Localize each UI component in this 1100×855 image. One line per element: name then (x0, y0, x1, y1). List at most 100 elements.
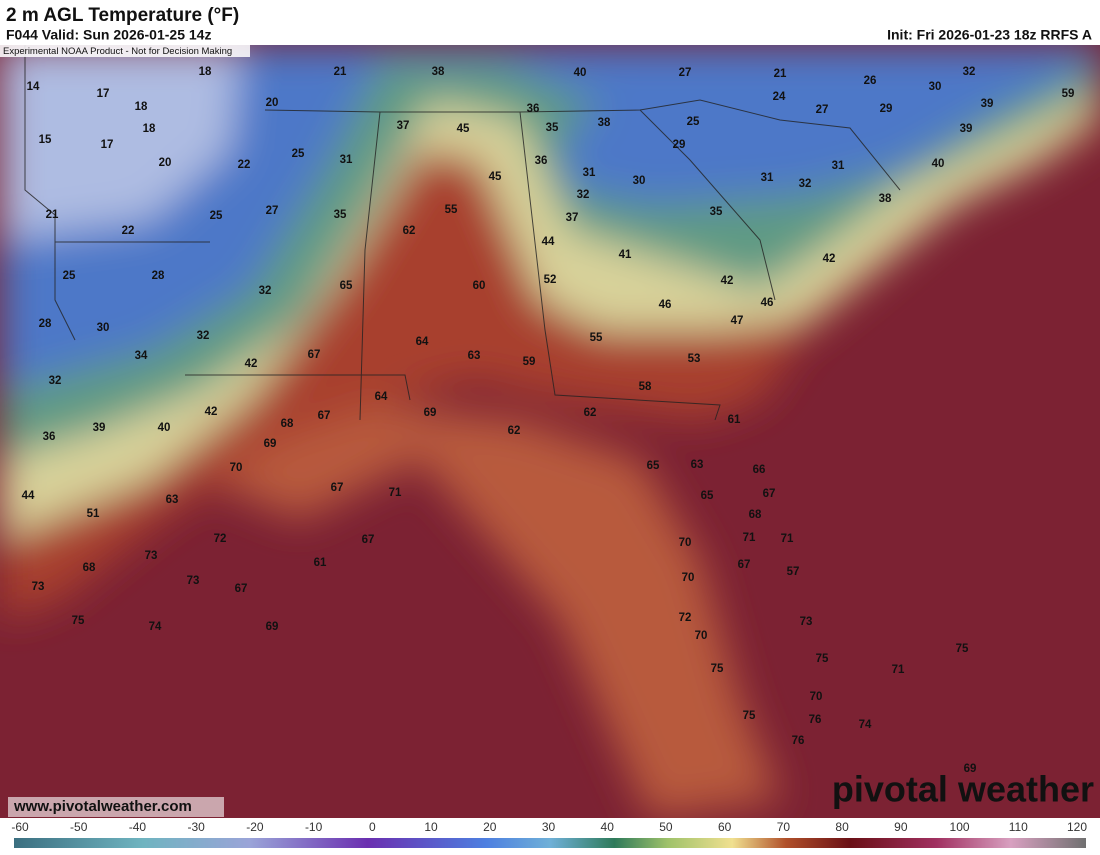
station-temperature: 69 (266, 621, 279, 633)
station-temperature: 34 (135, 350, 148, 362)
station-temperature: 75 (956, 643, 969, 655)
station-temperature: 14 (27, 81, 40, 93)
station-temperature: 31 (340, 154, 353, 166)
station-temperature: 28 (39, 318, 52, 330)
colorbar-tick-label: -60 (11, 820, 29, 834)
station-temperature: 42 (823, 253, 836, 265)
station-temperature: 22 (122, 225, 135, 237)
station-temperature: 15 (39, 134, 52, 146)
station-temperature: 64 (375, 391, 388, 403)
station-temperature: 18 (143, 123, 156, 135)
station-temperature: 27 (266, 205, 279, 217)
station-temperature: 69 (264, 438, 277, 450)
station-temperature: 70 (810, 691, 823, 703)
station-temperature: 75 (711, 663, 724, 675)
map-title: 2 m AGL Temperature (°F) (6, 5, 239, 26)
valid-time: F044 Valid: Sun 2026-01-25 14z (6, 27, 211, 43)
colorbar-tick-label: 40 (601, 820, 615, 834)
colorbar-tick-label: 50 (659, 820, 673, 834)
station-temperature: 40 (574, 67, 587, 79)
station-temperature: 44 (542, 236, 555, 248)
station-temperature: 70 (679, 537, 692, 549)
station-temperature: 75 (743, 710, 756, 722)
station-temperature: 63 (691, 459, 704, 471)
station-temperature: 67 (738, 559, 751, 571)
station-temperature: 31 (761, 172, 774, 184)
station-temperature: 71 (892, 664, 905, 676)
station-temperature: 63 (468, 350, 481, 362)
station-temperature: 32 (49, 375, 62, 387)
station-temperature: 53 (688, 353, 701, 365)
station-temperature: 40 (932, 158, 945, 170)
station-temperature: 65 (647, 460, 660, 472)
station-temperature: 65 (701, 490, 714, 502)
station-temperature: 38 (879, 193, 892, 205)
colorbar-tick-label: 100 (950, 820, 970, 834)
station-temperature: 37 (397, 120, 410, 132)
station-temperature: 18 (199, 66, 212, 78)
station-temperature: 32 (259, 285, 272, 297)
station-temperature: 25 (63, 270, 76, 282)
colorbar-tick-label: 10 (424, 820, 438, 834)
station-temperature: 37 (566, 212, 579, 224)
station-temperature: 21 (334, 66, 347, 78)
station-temperature: 61 (314, 557, 327, 569)
station-temperature: 31 (832, 160, 845, 172)
init-time: Init: Fri 2026-01-23 18z RRFS A (887, 27, 1092, 43)
colorbar-tick-label: -30 (187, 820, 205, 834)
station-temperature: 32 (963, 66, 976, 78)
station-temperature: 21 (774, 68, 787, 80)
station-temperature: 64 (416, 336, 429, 348)
brand-logo: pivotal weather (832, 769, 1094, 810)
station-temperature: 72 (214, 533, 227, 545)
station-temperature: 62 (584, 407, 597, 419)
colorbar-tick-label: -10 (305, 820, 323, 834)
station-temperature: 62 (403, 225, 416, 237)
station-temperature: 32 (197, 330, 210, 342)
station-temperature: 32 (799, 178, 812, 190)
station-temperature: 27 (816, 104, 829, 116)
station-temperature: 74 (149, 621, 162, 633)
station-temperature: 30 (97, 322, 110, 334)
station-temperature: 57 (787, 566, 800, 578)
station-temperature: 55 (590, 332, 603, 344)
station-temperature: 67 (308, 349, 321, 361)
station-temperature: 73 (32, 581, 45, 593)
station-temperature: 67 (235, 583, 248, 595)
colorbar-tick-label: -40 (129, 820, 147, 834)
colorbar-tick-label: 0 (369, 820, 376, 834)
station-temperature: 63 (166, 494, 179, 506)
station-temperature: 75 (72, 615, 85, 627)
station-temperature: 67 (318, 410, 331, 422)
station-temperature: 25 (292, 148, 305, 160)
station-temperature: 30 (929, 81, 942, 93)
station-temperature: 68 (749, 509, 762, 521)
station-temperature: 17 (101, 139, 114, 151)
station-temperature: 42 (721, 275, 734, 287)
station-temperature: 71 (743, 532, 756, 544)
station-temperature: 71 (781, 533, 794, 545)
station-temperature: 69 (424, 407, 437, 419)
station-temperature: 70 (695, 630, 708, 642)
station-temperature: 29 (673, 139, 686, 151)
station-temperature: 35 (710, 206, 723, 218)
station-temperature: 59 (1062, 88, 1075, 100)
station-temperature: 70 (682, 572, 695, 584)
station-temperature: 22 (238, 159, 251, 171)
station-temperature: 60 (473, 280, 486, 292)
station-temperature: 67 (331, 482, 344, 494)
station-temperature: 21 (46, 209, 59, 221)
station-temperature: 71 (389, 487, 402, 499)
station-temperature: 51 (87, 508, 100, 520)
station-temperature: 69 (964, 763, 977, 775)
station-temperature: 31 (583, 167, 596, 179)
station-temperature: 24 (773, 91, 786, 103)
station-temperature: 65 (340, 280, 353, 292)
station-temperature: 17 (97, 88, 110, 100)
colorbar-tick-label: -50 (70, 820, 88, 834)
station-temperature: 41 (619, 249, 632, 261)
station-temperature: 39 (960, 123, 973, 135)
station-temperature: 74 (859, 719, 872, 731)
disclaimer: Experimental NOAA Product - Not for Deci… (3, 46, 232, 57)
station-temperature: 52 (544, 274, 557, 286)
